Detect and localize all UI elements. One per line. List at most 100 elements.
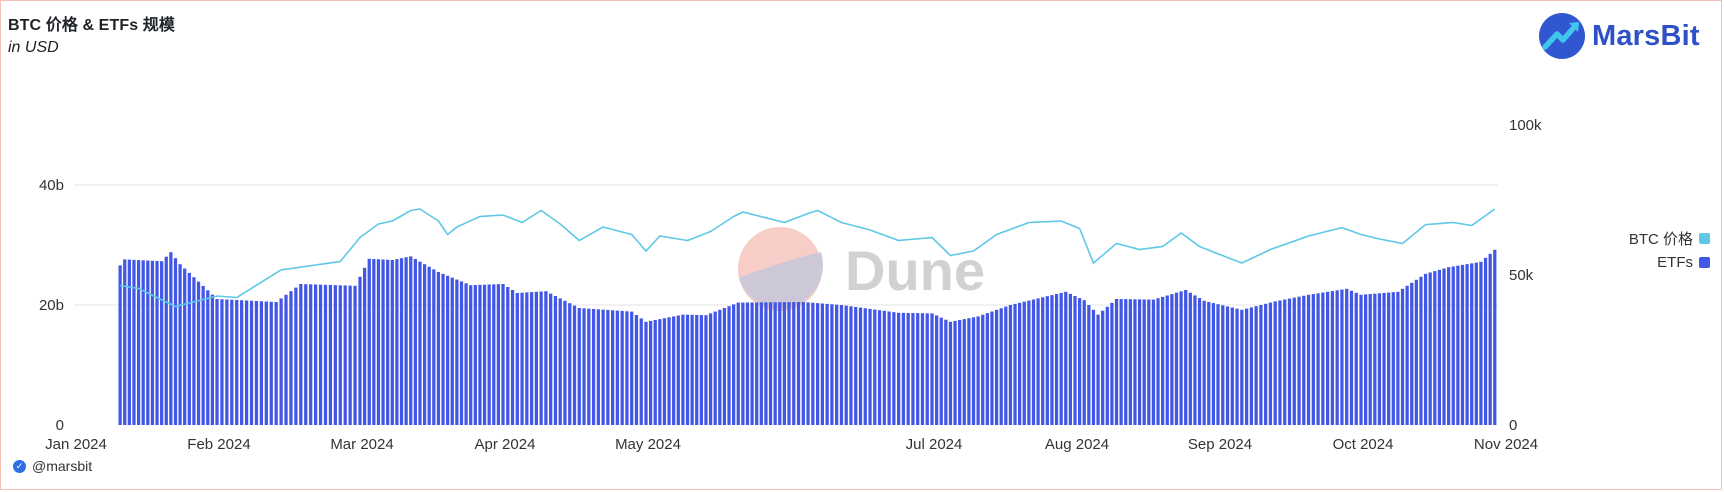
etf-bar: [187, 272, 191, 425]
etf-bar: [235, 300, 239, 425]
etf-bar: [1460, 264, 1465, 425]
etf-bar: [1396, 291, 1400, 425]
etf-bar: [718, 309, 722, 425]
etf-bar: [1373, 293, 1377, 425]
etf-bar: [353, 285, 357, 425]
etf-bar: [215, 299, 219, 425]
etf-bar: [230, 299, 234, 425]
etf-bar: [264, 301, 268, 425]
etf-bar: [155, 260, 159, 425]
etf-bar: [1036, 298, 1040, 425]
etf-bar: [1349, 290, 1354, 425]
etf-bar: [367, 258, 371, 425]
etf-bar: [1470, 263, 1474, 425]
brand-name: MarsBit: [1592, 19, 1700, 52]
etf-bar: [469, 285, 473, 425]
x-tick-label: Aug 2024: [1045, 436, 1109, 453]
etf-bar: [413, 259, 417, 425]
etf-bar: [1235, 308, 1239, 425]
etf-bar: [806, 302, 810, 426]
etf-bar: [672, 316, 676, 425]
etf-bar: [225, 299, 229, 425]
etf-bar: [1064, 291, 1068, 425]
etf-bar: [1428, 272, 1432, 425]
etf-bar: [1354, 292, 1358, 425]
etf-bar: [577, 308, 581, 425]
etf-bar: [644, 321, 648, 425]
y-right-tick-label: 50k: [1509, 267, 1534, 284]
etf-bar: [173, 258, 178, 425]
etf-bar: [994, 309, 999, 425]
etf-bar: [160, 261, 164, 425]
footer-credit: ✓ @marsbit: [13, 458, 92, 474]
etf-bar: [118, 265, 122, 425]
etf-bar: [773, 302, 777, 425]
etf-bar: [759, 302, 763, 425]
etf-bar: [132, 259, 136, 425]
etf-bar: [1193, 295, 1197, 425]
etf-bar: [1174, 292, 1179, 425]
axes: 0 20b 40b 0 50k 100k Jan 2024 Feb 2024 Mar 2024 A…: [39, 117, 1542, 453]
y-left-tick-label: 40b: [39, 177, 64, 194]
etf-bar: [985, 313, 989, 425]
etf-bar: [572, 305, 577, 425]
etf-bar: [906, 312, 910, 425]
etf-bar: [792, 302, 796, 425]
etf-bar: [544, 291, 548, 425]
etf-bar: [971, 317, 976, 425]
etf-bar: [1119, 299, 1123, 425]
etf-bar: [796, 302, 801, 425]
etf-bar: [1479, 261, 1483, 425]
etf-bar: [591, 308, 596, 425]
etf-bar: [882, 310, 886, 425]
etf-bar: [510, 290, 515, 425]
etf-bar: [639, 318, 643, 425]
etf-bar: [390, 260, 394, 425]
legend-item-etfs[interactable]: ETFs: [1629, 250, 1710, 274]
etf-bar: [778, 302, 782, 425]
etf-bar: [464, 283, 468, 425]
etf-bar: [835, 304, 839, 426]
etf-bar: [868, 308, 872, 425]
etf-bar: [422, 264, 427, 425]
etf-bar: [1096, 314, 1100, 425]
etf-bar: [934, 315, 939, 425]
legend-item-btc-price[interactable]: BTC 价格: [1629, 226, 1710, 250]
etf-bar: [201, 285, 205, 425]
etf-bar: [653, 320, 657, 425]
etf-bar: [1368, 294, 1372, 425]
dune-watermark-text: Dune: [845, 239, 985, 302]
etf-bar: [169, 252, 173, 425]
etf-bar: [1207, 301, 1211, 425]
etf-bar: [1240, 309, 1244, 425]
etf-bar: [164, 256, 168, 425]
etf-bar: [279, 298, 283, 425]
etf-bar: [1451, 266, 1455, 425]
etf-bar: [418, 261, 422, 425]
etf-bar: [478, 284, 482, 425]
etf-bar: [210, 294, 215, 425]
etf-bar: [1433, 271, 1437, 425]
etf-bar: [506, 287, 510, 425]
etf-bar: [648, 320, 653, 425]
etf-bar: [990, 311, 994, 425]
etf-bar: [944, 319, 948, 425]
y-right-tick-label: 100k: [1509, 117, 1542, 134]
etf-bar: [897, 312, 901, 425]
etf-bar: [1216, 304, 1220, 425]
x-tick-label: Oct 2024: [1333, 436, 1394, 453]
etf-bar: [1202, 300, 1206, 425]
etf-bar: [1225, 306, 1230, 425]
etf-bar: [815, 303, 820, 426]
etf-bar: [782, 302, 787, 425]
chart-title: BTC 价格 & ETFs 规模: [8, 17, 175, 34]
etf-bar: [314, 284, 318, 425]
etf-bar: [1259, 305, 1263, 425]
etf-bar: [529, 292, 534, 425]
etf-bar: [601, 309, 605, 425]
etf-bar: [1188, 292, 1192, 425]
etf-bar: [1013, 303, 1017, 425]
etf-bar: [284, 294, 288, 425]
etf-bar: [1027, 300, 1031, 425]
